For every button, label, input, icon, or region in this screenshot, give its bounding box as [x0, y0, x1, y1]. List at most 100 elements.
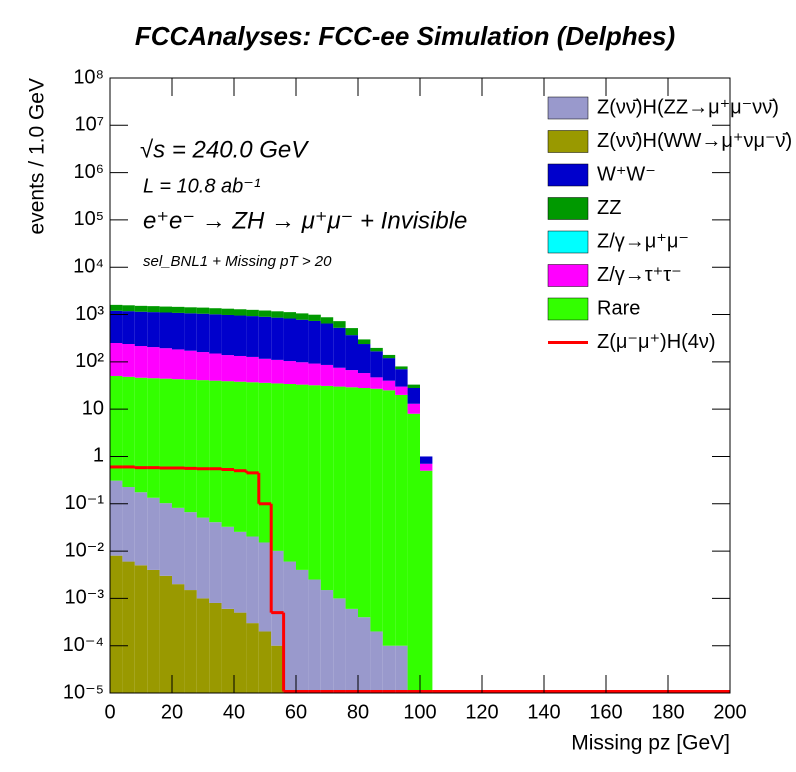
bar [172, 306, 185, 313]
bar [122, 487, 135, 562]
bar [246, 309, 259, 317]
bar [159, 575, 172, 693]
annotation: e⁺e⁻ → ZH → μ⁺μ⁻ + Invisible [143, 207, 467, 234]
bar [134, 311, 148, 347]
bar [283, 318, 296, 362]
bar [333, 327, 346, 368]
bar [271, 645, 284, 693]
bar [221, 381, 234, 527]
bar [283, 384, 296, 562]
x-tick-label: 40 [223, 701, 245, 723]
bar [382, 358, 396, 381]
bar [370, 377, 383, 389]
legend-label: Z/γ→μ⁺μ⁻ [597, 230, 689, 252]
bar [134, 377, 148, 493]
bar [134, 492, 148, 566]
bar [420, 470, 433, 693]
bar [147, 569, 160, 693]
x-tick-label: 60 [285, 701, 307, 723]
bar [196, 352, 210, 381]
y-tick-label: 10⁻⁵ [63, 681, 104, 703]
bar [122, 311, 135, 345]
bar [221, 526, 234, 609]
x-tick-label: 200 [713, 701, 746, 723]
bar [172, 507, 185, 585]
bar [147, 347, 160, 379]
bar [358, 373, 371, 388]
legend-label: Z/γ→τ⁺τ⁻ [597, 264, 682, 286]
bar [234, 315, 247, 356]
y-tick-label: 10⁷ [75, 114, 104, 136]
bar [271, 359, 284, 384]
bar [358, 344, 371, 374]
bar [345, 335, 358, 371]
bar [147, 312, 160, 348]
bar [246, 356, 259, 383]
y-tick-label: 10⁻³ [65, 587, 105, 609]
bar [196, 380, 210, 518]
bar [110, 375, 123, 481]
bar [333, 386, 346, 599]
bar [308, 385, 321, 580]
legend-label: Z(νν̄)H(ZZ→μ⁺μ⁻νν̄) [597, 96, 779, 118]
annotation: L = 10.8 ab⁻¹ [143, 175, 261, 197]
bar [320, 317, 334, 324]
legend-label: Z(νν̄)H(WW→μ⁺νμ⁻ν̄) [597, 130, 792, 152]
bar [221, 608, 234, 693]
legend-marker [547, 230, 589, 254]
legend-marker [547, 297, 589, 321]
legend-label: Rare [597, 297, 640, 319]
y-tick-label: 1 [93, 445, 104, 467]
bar [407, 403, 420, 414]
x-tick-label: 100 [403, 701, 436, 723]
bar [147, 497, 160, 570]
bar [420, 456, 433, 464]
legend-marker [547, 264, 589, 287]
bar [382, 390, 396, 646]
bar [122, 344, 135, 377]
bar [209, 314, 222, 354]
bar [358, 617, 371, 693]
x-tick-label: 0 [104, 701, 115, 723]
bar [209, 308, 222, 315]
bar [110, 555, 123, 693]
bar [395, 386, 408, 395]
legend-label: W⁺W⁻ [597, 163, 656, 185]
bar [395, 645, 408, 693]
bar [246, 623, 259, 693]
bar [296, 313, 309, 320]
y-tick-label: 10⁻² [65, 539, 105, 561]
bar [395, 369, 408, 387]
legend-label: ZZ [597, 197, 621, 219]
bar [258, 631, 272, 693]
plot-area [110, 304, 730, 693]
bar [407, 384, 420, 388]
bar [283, 312, 296, 319]
bar [110, 480, 123, 556]
bar [134, 346, 148, 378]
bar [196, 313, 210, 353]
bar [110, 342, 123, 376]
bar [382, 354, 396, 359]
legend-marker [547, 130, 589, 153]
bar [296, 384, 309, 570]
legend-marker [547, 96, 589, 120]
bar [184, 379, 197, 513]
bar [358, 339, 371, 345]
bar [370, 631, 383, 693]
bar [184, 512, 197, 591]
bar [395, 366, 408, 370]
y-tick-label: 10⁻¹ [65, 492, 105, 514]
x-tick-label: 20 [161, 701, 183, 723]
bar [283, 561, 296, 693]
bar [407, 413, 420, 693]
bar [420, 463, 433, 471]
bar [184, 350, 197, 380]
bar [159, 306, 172, 313]
y-axis-label: events / 1.0 GeV [26, 78, 49, 234]
bar [221, 355, 234, 382]
bar [209, 522, 222, 603]
y-tick-label: 10² [75, 350, 104, 372]
bar [122, 561, 135, 693]
bar [271, 383, 284, 551]
